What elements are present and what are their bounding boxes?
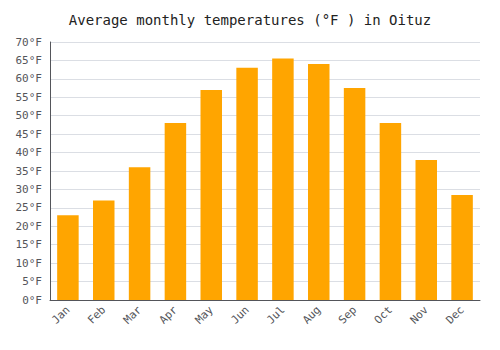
- svg-text:10°F: 10°F: [16, 257, 43, 270]
- svg-text:Feb: Feb: [85, 303, 108, 326]
- svg-text:Mar: Mar: [121, 303, 144, 326]
- svg-text:40°F: 40°F: [16, 146, 43, 159]
- svg-text:0°F: 0°F: [22, 294, 42, 307]
- svg-text:65°F: 65°F: [16, 54, 43, 67]
- svg-text:70°F: 70°F: [16, 36, 43, 49]
- svg-text:50°F: 50°F: [16, 109, 43, 122]
- svg-text:55°F: 55°F: [16, 91, 43, 104]
- svg-text:20°F: 20°F: [16, 220, 43, 233]
- svg-text:Aug: Aug: [300, 303, 323, 326]
- svg-text:Jan: Jan: [49, 303, 72, 326]
- svg-text:15°F: 15°F: [16, 238, 43, 251]
- svg-text:30°F: 30°F: [16, 183, 43, 196]
- svg-text:Nov: Nov: [408, 303, 431, 326]
- svg-text:Sep: Sep: [336, 303, 359, 326]
- svg-text:Apr: Apr: [157, 303, 180, 326]
- svg-text:25°F: 25°F: [16, 201, 43, 214]
- svg-text:Dec: Dec: [443, 303, 466, 326]
- svg-text:35°F: 35°F: [16, 165, 43, 178]
- svg-text:45°F: 45°F: [16, 128, 43, 141]
- svg-text:Jul: Jul: [264, 303, 287, 326]
- svg-text:May: May: [193, 303, 216, 326]
- svg-text:60°F: 60°F: [16, 72, 43, 85]
- svg-text:Jun: Jun: [228, 303, 251, 326]
- svg-text:5°F: 5°F: [22, 275, 42, 288]
- svg-text:Average monthly temperatures (: Average monthly temperatures (°F ) in Oi…: [69, 12, 431, 28]
- svg-text:Oct: Oct: [372, 303, 395, 326]
